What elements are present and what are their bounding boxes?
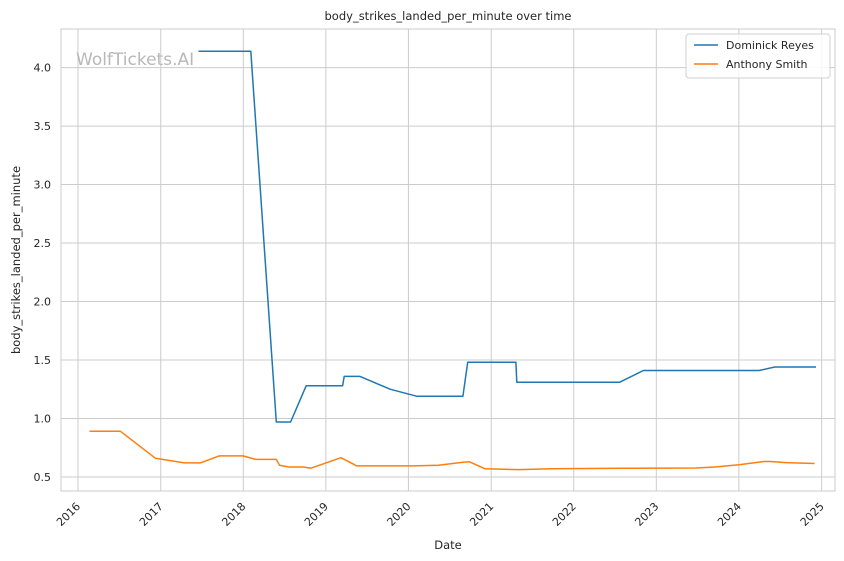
legend-label-anthony-smith: Anthony Smith (726, 58, 808, 71)
series-line-dominick-reyes (198, 50, 816, 423)
y-tick-label: 3.5 (34, 120, 52, 133)
y-tick-label: 2.0 (34, 296, 52, 309)
series-lines (89, 50, 816, 471)
x-tick-label: 2018 (219, 500, 248, 529)
x-tick-label: 2020 (385, 500, 414, 529)
x-tick-label: 2021 (467, 500, 496, 529)
plot-background (60, 28, 836, 492)
legend-label-dominick-reyes: Dominick Reyes (726, 39, 814, 52)
x-tick-label: 2016 (54, 500, 83, 529)
watermark: WolfTickets.AI (76, 50, 194, 70)
x-tick-label: 2017 (137, 500, 166, 529)
legend-box (685, 33, 831, 79)
x-axis-title: Date (434, 538, 462, 552)
x-tick-label: 2022 (550, 500, 579, 529)
x-tick-label: 2023 (632, 500, 661, 529)
y-tick-label: 0.5 (34, 471, 52, 484)
y-tick-label: 4.0 (34, 62, 52, 75)
grid (61, 29, 835, 491)
x-tick-label: 2025 (798, 500, 827, 529)
y-axis-title: body_strikes_landed_per_minute (9, 166, 23, 354)
legend: Dominick Reyes Anthony Smith (685, 33, 831, 79)
x-tick-label: 2024 (715, 500, 744, 529)
x-tick-label: 2019 (302, 500, 331, 529)
series-line-anthony-smith (89, 430, 815, 471)
chart-title: body_strikes_landed_per_minute over time (325, 9, 572, 23)
y-tick-label: 2.5 (34, 237, 52, 250)
y-tick-label: 1.5 (34, 354, 52, 367)
x-tick-labels: 2016 2017 2018 2019 2020 2021 2022 2023 2024 2025 (54, 500, 827, 529)
y-tick-labels: 0.5 1.0 1.5 2.0 2.5 3.0 3.5 4.0 (34, 62, 52, 484)
y-tick-label: 1.0 (34, 412, 52, 425)
y-tick-label: 3.0 (34, 179, 52, 192)
